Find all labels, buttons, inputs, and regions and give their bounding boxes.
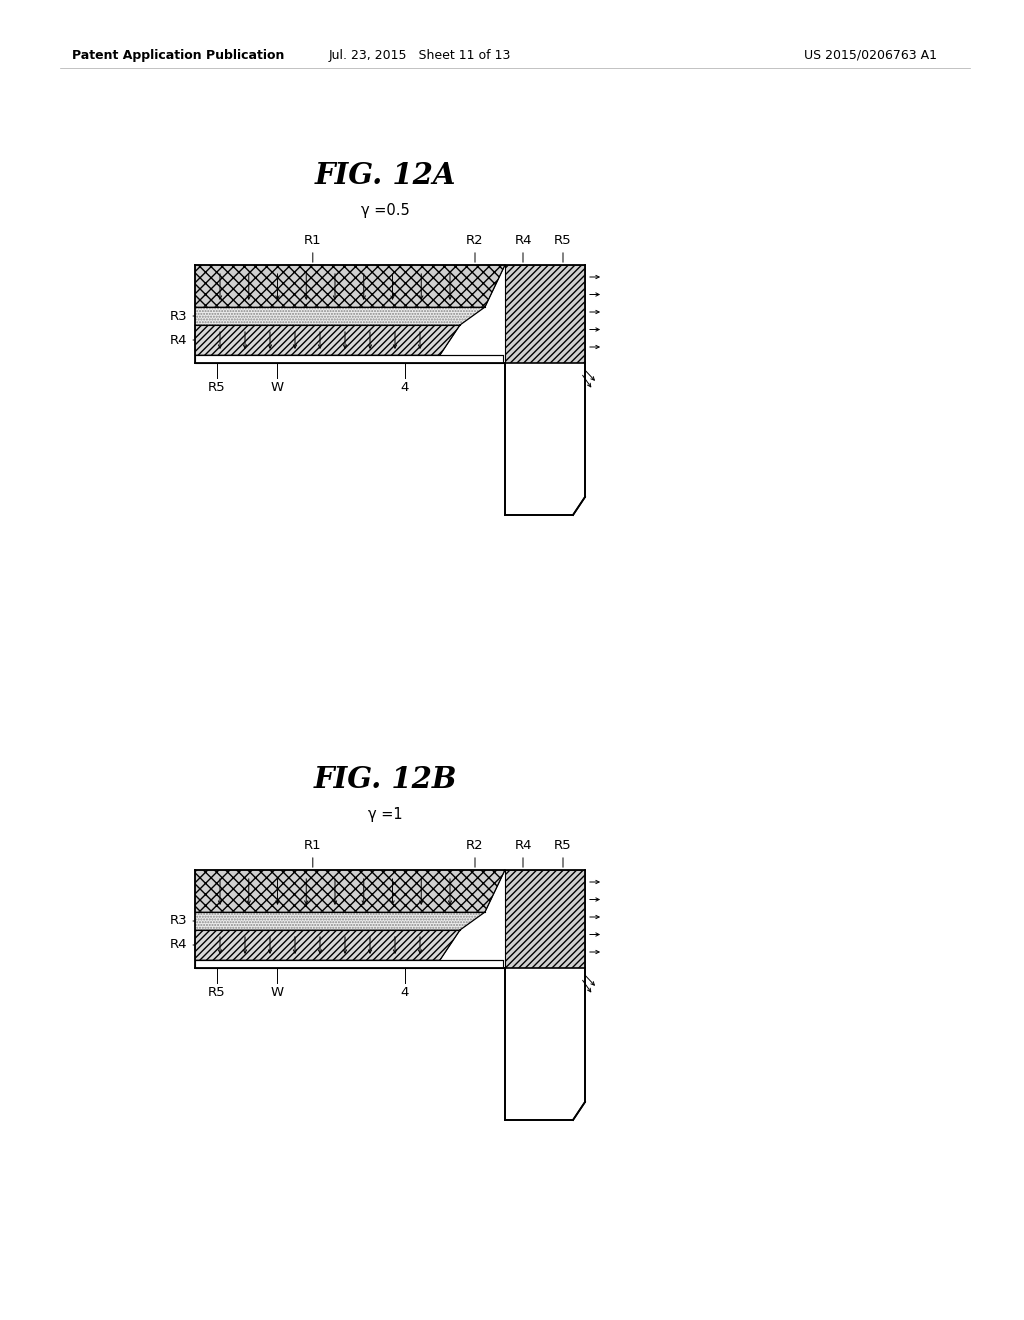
Text: R5: R5 <box>554 840 571 851</box>
Polygon shape <box>505 265 585 363</box>
Polygon shape <box>195 912 485 931</box>
Text: FIG. 12A: FIG. 12A <box>314 161 456 190</box>
Polygon shape <box>195 325 460 355</box>
Text: R5: R5 <box>208 381 226 393</box>
Polygon shape <box>505 363 585 515</box>
Text: R5: R5 <box>554 234 571 247</box>
Text: R5: R5 <box>208 986 226 999</box>
Polygon shape <box>195 960 503 968</box>
Text: R2: R2 <box>466 840 483 851</box>
Text: R3: R3 <box>169 309 187 322</box>
Polygon shape <box>195 265 505 308</box>
Polygon shape <box>195 931 460 960</box>
Text: 4: 4 <box>400 986 410 999</box>
Text: R4: R4 <box>514 840 531 851</box>
Text: US 2015/0206763 A1: US 2015/0206763 A1 <box>804 49 937 62</box>
Text: FIG. 12B: FIG. 12B <box>313 766 457 795</box>
Text: γ =1: γ =1 <box>368 808 402 822</box>
Text: Patent Application Publication: Patent Application Publication <box>72 49 285 62</box>
Polygon shape <box>195 308 485 325</box>
Text: Jul. 23, 2015   Sheet 11 of 13: Jul. 23, 2015 Sheet 11 of 13 <box>329 49 511 62</box>
Text: R4: R4 <box>514 234 531 247</box>
Text: R1: R1 <box>304 234 322 247</box>
Polygon shape <box>505 870 585 968</box>
Polygon shape <box>505 968 585 1119</box>
Text: W: W <box>270 381 284 393</box>
Text: R3: R3 <box>169 915 187 928</box>
Polygon shape <box>195 870 505 912</box>
Text: R1: R1 <box>304 840 322 851</box>
Text: γ =0.5: γ =0.5 <box>360 202 410 218</box>
Text: R2: R2 <box>466 234 483 247</box>
Text: W: W <box>270 986 284 999</box>
Text: 4: 4 <box>400 381 410 393</box>
Text: R4: R4 <box>170 334 187 346</box>
Text: R4: R4 <box>170 939 187 952</box>
Polygon shape <box>195 355 503 363</box>
